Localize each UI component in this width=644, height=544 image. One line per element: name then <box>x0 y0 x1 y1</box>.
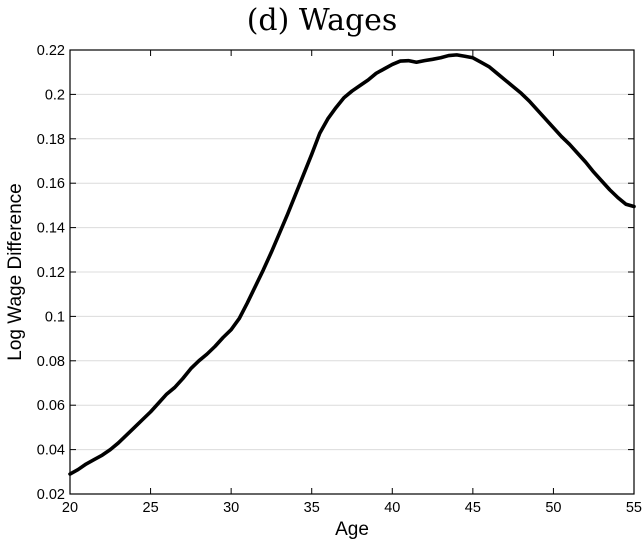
y-tick-label: 0.1 <box>45 309 65 325</box>
y-tick-label: 0.02 <box>37 487 65 503</box>
x-tick-label: 55 <box>626 500 642 516</box>
x-tick-label: 50 <box>545 500 561 516</box>
x-tick-label: 25 <box>143 500 159 516</box>
x-tick-label: 20 <box>62 500 78 516</box>
y-tick-label: 0.2 <box>45 87 65 103</box>
y-tick-label: 0.08 <box>37 354 65 370</box>
chart-title: (d) Wages <box>247 3 398 38</box>
gridlines <box>70 49 634 495</box>
y-tick-labels: 0.02 0.04 0.06 0.08 0.1 0.12 0.14 0.16 0.18 0.2 0.… <box>37 43 65 503</box>
axis-ticks <box>69 49 635 495</box>
x-axis-label: Age <box>335 519 369 540</box>
y-tick-label: 0.04 <box>37 443 65 459</box>
x-tick-label: 35 <box>304 500 320 516</box>
y-tick-label: 0.14 <box>37 221 65 237</box>
x-tick-label: 45 <box>465 500 481 516</box>
x-tick-label: 40 <box>384 500 400 516</box>
y-tick-label: 0.18 <box>37 132 65 148</box>
x-tick-label: 30 <box>223 500 239 516</box>
series-line <box>68 53 636 476</box>
y-axis-label: Log Wage Difference <box>5 183 26 360</box>
x-tick-labels: 20 25 30 35 40 45 50 55 <box>62 500 642 516</box>
y-tick-label: 0.06 <box>37 398 65 414</box>
y-tick-label: 0.12 <box>37 265 65 281</box>
y-tick-label: 0.16 <box>37 176 65 192</box>
y-tick-label: 0.22 <box>37 43 65 59</box>
